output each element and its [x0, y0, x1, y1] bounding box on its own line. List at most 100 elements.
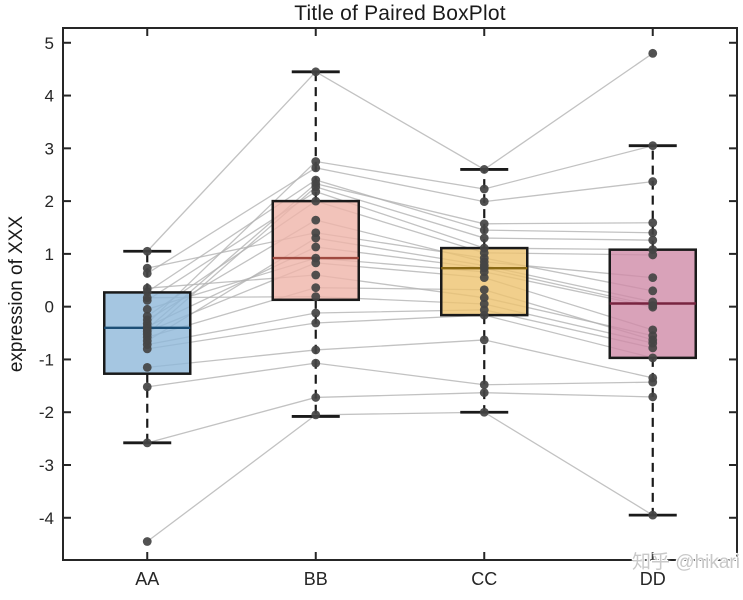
- y-tick-label: 5: [45, 34, 54, 53]
- pair-line: [147, 314, 653, 359]
- y-axis-label: expression of XXX: [6, 215, 27, 373]
- data-point-CC: [479, 285, 489, 295]
- y-tick-label: 4: [45, 87, 54, 106]
- pair-line: [146, 167, 653, 274]
- pair-line: [146, 179, 653, 293]
- data-point-CC: [479, 184, 489, 194]
- data-point-BB: [311, 258, 321, 268]
- data-point-DD: [648, 250, 658, 260]
- data-point-DD: [648, 353, 658, 363]
- data-point-DD: [648, 297, 658, 307]
- data-point-BB: [311, 318, 321, 328]
- y-tick-label: 0: [45, 298, 54, 317]
- data-point-BB: [311, 270, 321, 280]
- data-point-DD: [648, 325, 658, 335]
- data-point-DD: [648, 273, 658, 283]
- pair-line: [146, 411, 654, 543]
- pair-line: [147, 295, 653, 344]
- pair-line: [147, 287, 653, 341]
- data-point-DD: [648, 177, 658, 186]
- pair-line: [147, 274, 653, 337]
- data-point-CC: [479, 273, 489, 283]
- pair-line: [147, 362, 653, 388]
- data-point-DD: [648, 343, 658, 353]
- pair-line: [147, 232, 653, 292]
- x-category-label: DD: [640, 569, 666, 589]
- data-point-AA: [142, 344, 152, 354]
- data-point-CC: [479, 219, 489, 229]
- data-point-CC: [479, 407, 489, 417]
- data-point-BB: [311, 345, 321, 355]
- y-tick-label: 3: [45, 139, 54, 158]
- data-point-DD: [648, 392, 658, 402]
- pair-line: [146, 219, 653, 321]
- data-point-AA: [142, 269, 152, 278]
- x-category-label: CC: [471, 569, 497, 589]
- data-point-CC: [479, 233, 489, 243]
- data-point-CC: [479, 335, 489, 345]
- pair-line: [147, 262, 653, 333]
- data-point-DD: [648, 286, 658, 296]
- data-point-CC: [479, 310, 489, 320]
- data-point-DD: [648, 510, 658, 520]
- data-point-AA: [142, 382, 152, 392]
- data-point-CC: [479, 248, 489, 258]
- data-point-BB: [311, 393, 321, 402]
- data-point-DD: [648, 48, 658, 58]
- data-point-BB: [311, 292, 321, 302]
- data-point-AA: [142, 295, 152, 305]
- data-point-AA: [142, 438, 152, 448]
- pair-line: [146, 237, 653, 342]
- data-point-CC: [479, 261, 489, 270]
- chart-title: Title of Paired BoxPlot: [294, 2, 506, 25]
- pair-line: [146, 145, 653, 325]
- data-point-CC: [479, 165, 489, 174]
- data-point-AA: [142, 246, 152, 256]
- x-category-label: BB: [304, 569, 328, 589]
- data-point-DD: [648, 141, 658, 151]
- y-tick-label: -3: [39, 456, 54, 475]
- pair-line: [147, 309, 653, 349]
- data-point-DD: [648, 235, 658, 245]
- y-tick-label: 2: [45, 192, 54, 211]
- y-tick-label: -2: [39, 403, 54, 422]
- y-tick-label: -1: [39, 350, 54, 369]
- data-point-BB: [311, 215, 321, 225]
- pair-line: [146, 52, 654, 252]
- pair-line: [146, 182, 653, 330]
- data-point-BB: [311, 242, 321, 252]
- data-point-BB: [311, 358, 321, 368]
- data-point-BB: [311, 182, 321, 192]
- watermark: 知乎 @hikari: [632, 552, 740, 573]
- data-point-AA: [142, 537, 152, 546]
- data-point-AA: [142, 362, 152, 372]
- data-point-CC: [479, 197, 489, 207]
- data-point-BB: [311, 67, 321, 77]
- pair-line: [147, 339, 653, 379]
- y-tick-label: -4: [39, 509, 54, 528]
- data-point-BB: [311, 196, 321, 206]
- x-category-label: AA: [135, 569, 159, 589]
- data-point-CC: [479, 293, 489, 303]
- pair-line: [147, 392, 653, 444]
- data-point-BB: [311, 157, 321, 166]
- pair-line: [146, 246, 653, 328]
- data-point-DD: [648, 228, 658, 238]
- pair-line: [147, 257, 653, 310]
- data-point-BB: [311, 233, 321, 243]
- data-point-BB: [311, 308, 321, 318]
- data-point-BB: [311, 410, 321, 420]
- data-point-AA: [142, 304, 152, 314]
- data-point-DD: [648, 218, 658, 228]
- data-point-CC: [479, 388, 489, 398]
- pair-line: [146, 190, 653, 301]
- data-point-BB: [311, 283, 321, 293]
- pair-line: [146, 200, 653, 317]
- data-point-DD: [648, 335, 658, 345]
- axes-frame: [62, 27, 738, 561]
- data-point-DD: [648, 377, 658, 387]
- data-point-CC: [479, 225, 489, 235]
- pair-line: [146, 186, 653, 335]
